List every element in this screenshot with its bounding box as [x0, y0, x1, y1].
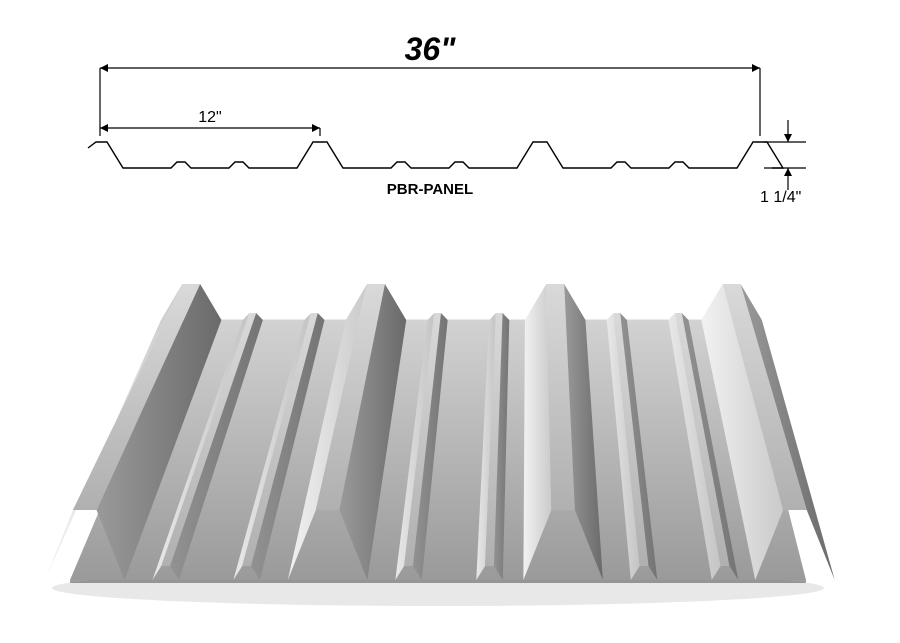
- total-width-label: 36": [405, 31, 457, 67]
- pbr-panel-diagram: 36" 12" 1 1/4" PBR-PANEL: [0, 0, 900, 643]
- profile-title: PBR-PANEL: [387, 181, 473, 198]
- profile-2d: [88, 142, 783, 168]
- panel-3d-render: [45, 284, 835, 606]
- rib-height-label: 1 1/4": [760, 189, 801, 206]
- dimensions: [100, 64, 806, 190]
- rib-spacing-label: 12": [198, 109, 221, 126]
